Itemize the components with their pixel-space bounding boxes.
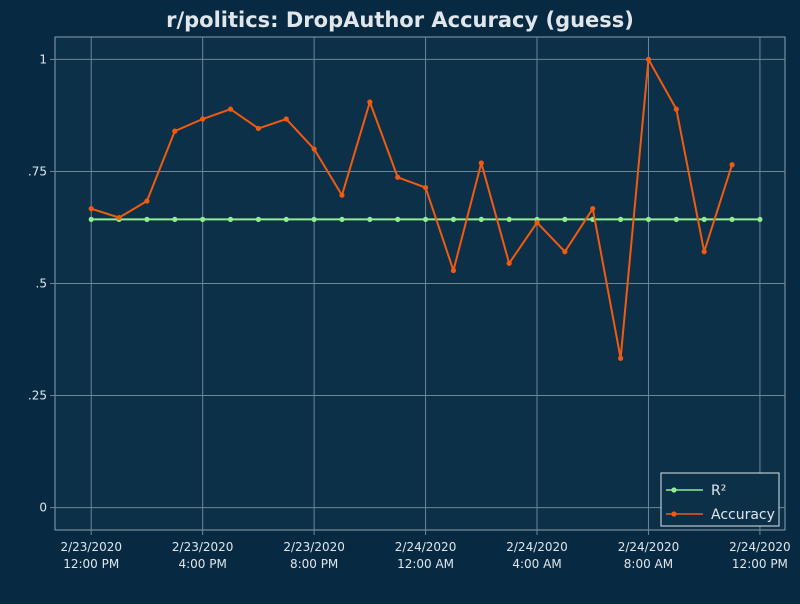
r-squared-data-point [729, 216, 735, 223]
accuracy-data-point [590, 206, 596, 212]
r-squared-data-point [255, 216, 261, 223]
accuracy-data-point [200, 116, 206, 122]
accuracy-series-line [90, 58, 734, 360]
y-tick-label: 0 [39, 501, 47, 515]
r-squared-data-point [701, 216, 707, 223]
r-squared-data-point [478, 216, 484, 223]
x-tick-label-time: 12:00 PM [732, 557, 788, 571]
accuracy-data-point [255, 125, 261, 132]
x-tick-label-date: 2/23/2020 [172, 540, 234, 554]
accuracy-data-point [283, 116, 289, 122]
accuracy-data-point [673, 106, 679, 112]
x-tick-label-time: 8:00 PM [290, 557, 338, 571]
accuracy-data-point [88, 206, 94, 212]
x-tick-label-date: 2/24/2020 [618, 540, 680, 554]
accuracy-data-point [534, 219, 540, 226]
y-tick-label: 1 [39, 52, 47, 66]
r-squared-data-point [144, 216, 150, 223]
r-squared-data-point [311, 216, 317, 223]
accuracy-data-point [478, 160, 484, 166]
r-squared-data-point [450, 216, 457, 223]
r-squared-data-point [88, 216, 94, 223]
x-tick-label-date: 2/24/2020 [395, 540, 457, 554]
accuracy-data-point [367, 99, 373, 105]
legend-label-accuracy: Accuracy [711, 507, 775, 523]
r-squared-data-point [645, 216, 652, 223]
accuracy-data-point [450, 267, 457, 274]
accuracy-data-point [422, 184, 429, 191]
accuracy-data-point [618, 355, 624, 361]
accuracy-data-point [227, 106, 234, 112]
r-squared-data-point [227, 216, 234, 223]
r-squared-data-point [673, 216, 679, 223]
series-layer [88, 56, 763, 361]
r-squared-data-point [172, 216, 178, 223]
x-tick-label-time: 4:00 AM [512, 557, 561, 571]
chart-title: r/politics: DropAuthor Accuracy (guess) [166, 8, 634, 32]
r-squared-data-point [200, 216, 206, 223]
x-tick-label-date: 2/23/2020 [283, 540, 345, 554]
x-tick-label-date: 2/23/2020 [60, 540, 122, 554]
accuracy-data-point [506, 260, 512, 266]
r-squared-data-point [395, 216, 401, 223]
r-squared-data-point [283, 216, 289, 223]
x-tick-label-time: 4:00 PM [178, 557, 226, 571]
accuracy-data-point [339, 192, 345, 198]
accuracy-data-point [144, 198, 150, 204]
r-squared-data-point [339, 216, 345, 223]
axis-layer: 0 .25 .5 .75 1 2/23/2020 12:00 PM 2/23/2020 4:00… [28, 52, 791, 571]
accuracy-data-point [172, 128, 178, 134]
accuracy-data-point [562, 249, 568, 255]
x-tick-label-time: 12:00 PM [63, 557, 119, 571]
y-tick-label: .25 [28, 389, 47, 403]
r-squared-data-point [562, 216, 568, 223]
accuracy-data-point [116, 215, 122, 221]
y-tick-label: .75 [28, 164, 47, 178]
legend-label-r-squared: R² [711, 483, 726, 499]
legend-marker-r-squared [671, 487, 677, 493]
y-tick-label: .5 [36, 277, 47, 291]
r-squared-data-point [757, 216, 763, 223]
r-squared-data-point [422, 216, 429, 223]
r-squared-data-point [506, 216, 512, 223]
x-tick-label-date: 2/24/2020 [506, 540, 568, 554]
accuracy-data-point [395, 174, 401, 180]
r-squared-data-point [367, 216, 373, 223]
legend: R² Accuracy [660, 472, 780, 527]
x-tick-label-time: 12:00 AM [397, 557, 454, 571]
x-tick-label-date: 2/24/2020 [729, 540, 791, 554]
accuracy-data-point [701, 249, 707, 255]
x-tick-label-time: 8:00 AM [624, 557, 673, 571]
legend-box [660, 472, 780, 527]
legend-marker-accuracy [671, 511, 677, 517]
r-squared-data-point [618, 216, 624, 223]
accuracy-data-point [645, 56, 652, 63]
accuracy-data-point [311, 146, 317, 152]
accuracy-data-point [729, 162, 735, 168]
